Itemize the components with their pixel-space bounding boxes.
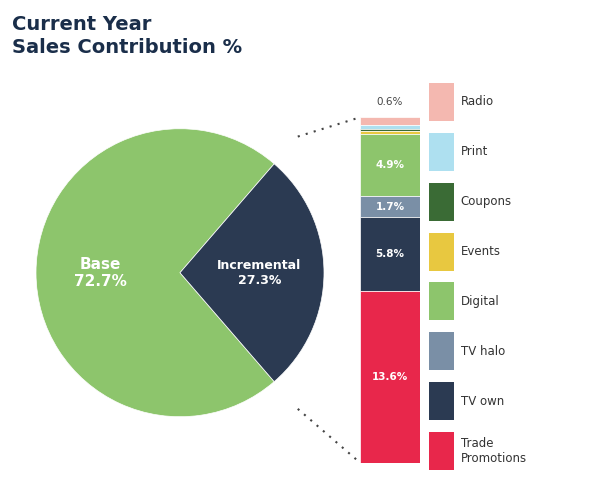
Text: 4.9%: 4.9% bbox=[376, 160, 404, 170]
Bar bbox=[360, 117, 420, 125]
Text: TV halo: TV halo bbox=[461, 345, 505, 358]
Bar bbox=[430, 183, 454, 221]
Text: 1.7%: 1.7% bbox=[376, 202, 404, 211]
Text: Events: Events bbox=[461, 245, 501, 258]
Bar bbox=[430, 233, 454, 271]
Bar bbox=[360, 125, 420, 129]
Text: Radio: Radio bbox=[461, 95, 494, 108]
Text: TV own: TV own bbox=[461, 395, 504, 408]
Text: Print: Print bbox=[461, 145, 488, 158]
Bar bbox=[430, 133, 454, 171]
Text: 13.6%: 13.6% bbox=[372, 372, 408, 382]
Bar bbox=[360, 129, 420, 131]
Text: Trade
Promotions: Trade Promotions bbox=[461, 437, 527, 465]
Text: 0.6%: 0.6% bbox=[377, 97, 403, 107]
Wedge shape bbox=[36, 129, 274, 417]
Text: Base
72.7%: Base 72.7% bbox=[74, 257, 127, 289]
Bar bbox=[430, 282, 454, 320]
Wedge shape bbox=[180, 164, 324, 382]
Text: 5.8%: 5.8% bbox=[376, 249, 404, 259]
Bar bbox=[430, 83, 454, 121]
Bar bbox=[360, 291, 420, 463]
Text: Digital: Digital bbox=[461, 295, 500, 308]
Text: Coupons: Coupons bbox=[461, 195, 512, 208]
Bar bbox=[430, 432, 454, 470]
Bar bbox=[360, 134, 420, 196]
Bar bbox=[360, 131, 420, 134]
Bar bbox=[430, 382, 454, 420]
Text: Current Year
Sales Contribution %: Current Year Sales Contribution % bbox=[12, 15, 242, 57]
Text: Incremental
27.3%: Incremental 27.3% bbox=[217, 259, 301, 287]
Bar bbox=[430, 333, 454, 371]
Bar bbox=[360, 196, 420, 217]
Bar bbox=[360, 217, 420, 291]
